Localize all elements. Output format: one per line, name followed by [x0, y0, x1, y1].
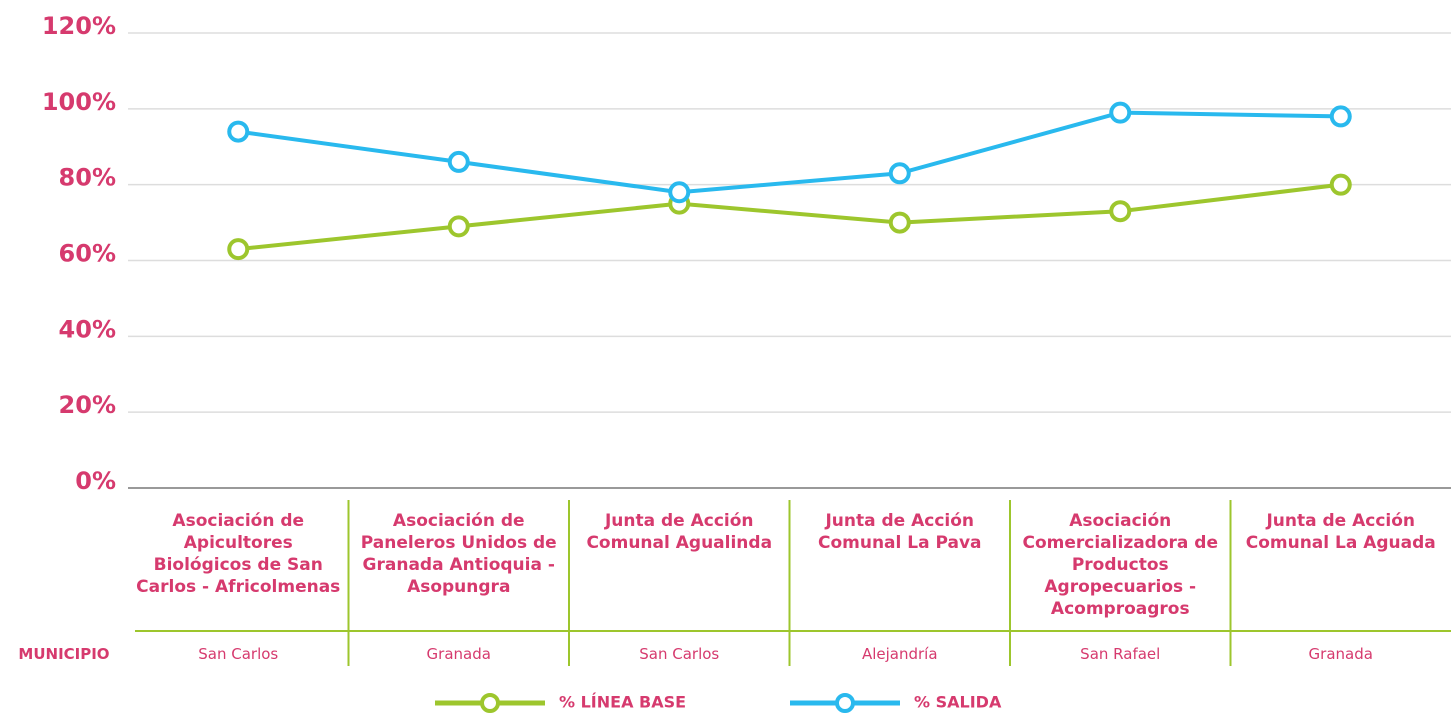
- data-point: [888, 162, 911, 185]
- y-tick-label: 20%: [59, 391, 116, 419]
- category-label: Asociación de Paneleros Unidos de Granad…: [360, 511, 557, 597]
- municipio-label: San Rafael: [1080, 645, 1161, 663]
- category-label: Junta de Acción Comunal La Pava: [817, 511, 982, 553]
- y-tick-label: 60%: [59, 240, 116, 268]
- category-label: Asociación de Apicultores Biológicos de …: [136, 511, 341, 597]
- category-label: Asociación Comercializadora de Productos…: [1022, 511, 1219, 619]
- data-point: [227, 120, 250, 143]
- municipio-label: Alejandría: [861, 645, 938, 663]
- legend-label: % SALIDA: [914, 693, 1002, 712]
- y-tick-label: 40%: [59, 315, 116, 343]
- data-point: [1109, 101, 1132, 124]
- legend-label: % LÍNEA BASE: [559, 693, 686, 712]
- y-tick-label: 80%: [59, 164, 116, 192]
- data-point: [447, 150, 470, 173]
- data-point: [668, 181, 691, 204]
- data-point: [1329, 173, 1352, 196]
- data-point: [888, 211, 911, 234]
- data-point: [1109, 200, 1132, 223]
- category-label: Junta de Acción Comunal Agualinda: [586, 511, 773, 553]
- series-line: [237, 110, 1341, 195]
- row-label: MUNICIPIO: [18, 645, 110, 663]
- y-tick-label: 120%: [42, 12, 116, 40]
- legend-marker: [835, 693, 855, 713]
- category-label: Junta de Acción Comunal La Aguada: [1245, 511, 1436, 553]
- data-point: [447, 215, 470, 238]
- data-point: [1329, 105, 1352, 128]
- y-tick-label: 0%: [75, 467, 116, 495]
- municipio-label: Granada: [1308, 645, 1373, 663]
- municipio-label: San Carlos: [639, 645, 720, 663]
- legend-marker: [480, 693, 500, 713]
- municipio-label: San Carlos: [198, 645, 279, 663]
- series-line: [238, 182, 1341, 252]
- municipio-label: Granada: [426, 645, 491, 663]
- y-tick-label: 100%: [42, 88, 116, 116]
- data-point: [227, 238, 250, 261]
